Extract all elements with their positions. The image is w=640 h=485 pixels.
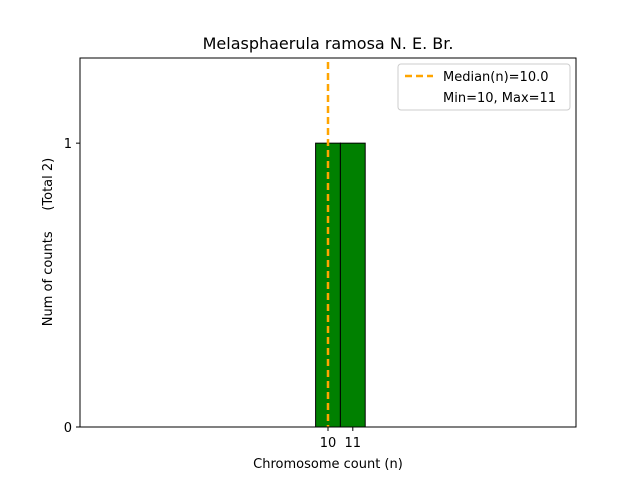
y-ticks: 01 xyxy=(64,137,80,436)
chart-title: Melasphaerula ramosa N. E. Br. xyxy=(203,34,454,53)
bar-11 xyxy=(339,142,366,428)
bars-layer xyxy=(315,142,366,428)
x-ticks: 10 11 xyxy=(320,427,361,451)
x-axis-label: Chromosome count (n) xyxy=(253,457,403,472)
x-tick-label-10: 10 xyxy=(320,436,337,451)
y-tick-label-1: 1 xyxy=(64,137,72,152)
x-tick-label-11: 11 xyxy=(345,436,362,451)
legend-entry-minmax: Min=10, Max=11 xyxy=(443,91,556,106)
legend-entry-median: Median(n)=10.0 xyxy=(443,70,549,85)
legend: Median(n)=10.0 Min=10, Max=11 xyxy=(397,63,571,111)
y-tick-label-0: 0 xyxy=(64,421,72,436)
y-axis-label: Num of counts (Total 2) xyxy=(41,158,56,326)
legend-box xyxy=(397,63,571,111)
